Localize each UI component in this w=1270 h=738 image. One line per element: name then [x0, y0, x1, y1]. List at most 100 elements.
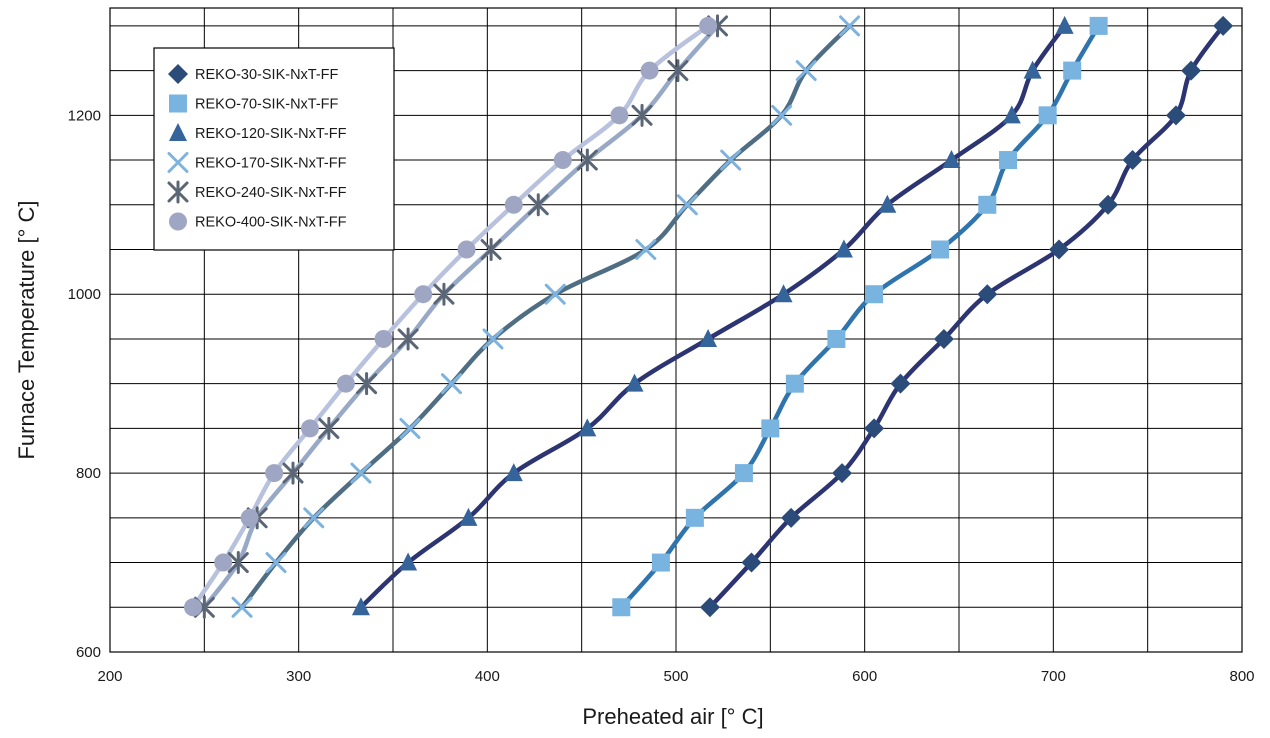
marker-stroke [303, 507, 325, 529]
marker-asterisk [397, 327, 419, 351]
marker-triangle [578, 418, 597, 437]
marker-triangle [399, 552, 418, 571]
marker-x [303, 507, 325, 529]
marker-circle [169, 212, 187, 231]
marker-stroke [440, 373, 462, 395]
marker-circle [457, 240, 476, 259]
y-tick-label: 1000 [68, 286, 101, 303]
marker-stroke [544, 283, 566, 305]
x-tick-label: 200 [97, 668, 122, 685]
marker-asterisk [527, 193, 549, 217]
marker-triangle [878, 194, 897, 213]
x-axis-title: Preheated air [° C] [582, 704, 763, 729]
marker-asterisk [667, 59, 689, 83]
marker-circle [414, 285, 433, 304]
marker-triangle [351, 597, 370, 616]
marker-stroke [265, 552, 287, 574]
series-line-1 [708, 24, 1225, 609]
marker-triangle [169, 123, 187, 141]
x-tick-label: 700 [1041, 668, 1066, 685]
marker-triangle [834, 239, 853, 258]
x-tick-label: 400 [475, 668, 500, 685]
marker-circle [214, 553, 233, 572]
marker-square [612, 598, 631, 617]
marker-square [785, 374, 804, 393]
legend-item: REKO-30-SIK-NxT-FF [168, 64, 339, 84]
marker-x [399, 417, 421, 439]
marker-asterisk [433, 282, 455, 306]
series-markers [184, 14, 1234, 619]
marker-triangle [1002, 105, 1021, 124]
marker-asterisk [631, 103, 653, 127]
marker-triangle [1023, 60, 1042, 79]
legend-label: REKO-70-SIK-NxT-FF [195, 97, 339, 113]
marker-stroke [795, 60, 817, 82]
marker-stroke [771, 104, 793, 126]
marker-circle [265, 464, 284, 483]
marker-diamond [1098, 194, 1119, 215]
marker-diamond [1122, 150, 1143, 171]
marker-diamond [977, 284, 998, 305]
marker-x [795, 60, 817, 82]
legend-item: REKO-240-SIK-NxT-FF [167, 180, 347, 204]
marker-diamond [890, 373, 911, 394]
y-axis-title: Furnace Temperature [° C] [14, 200, 39, 459]
legend-box [153, 47, 395, 251]
legend-item: REKO-170-SIK-NxT-FF [167, 152, 347, 173]
marker-diamond [832, 463, 853, 484]
marker-triangle [625, 373, 644, 392]
marker-square [651, 553, 670, 572]
y-tick-label: 1200 [68, 107, 101, 124]
marker-asterisk [480, 238, 502, 261]
legend-label: REKO-30-SIK-NxT-FF [195, 67, 339, 83]
marker-x [440, 373, 462, 395]
marker-circle [640, 61, 659, 80]
marker-square [734, 464, 753, 483]
x-tick-label: 800 [1229, 668, 1254, 685]
marker-triangle [942, 150, 961, 169]
marker-diamond [741, 552, 762, 573]
marker-triangle [699, 328, 718, 347]
legend-label: REKO-240-SIK-NxT-FF [195, 185, 347, 201]
marker-square [978, 195, 997, 214]
marker-square [169, 94, 187, 113]
marker-stroke [167, 152, 189, 173]
marker-asterisk [576, 148, 598, 172]
marker-asterisk [167, 180, 189, 204]
marker-triangle [1055, 15, 1074, 34]
marker-stroke [720, 149, 742, 171]
marker-stroke [676, 194, 698, 216]
axes: 200 300 400 500 600 700 800 600 800 1000 1200 [68, 7, 1255, 685]
marker-circle [553, 151, 572, 170]
marker-square [931, 240, 950, 259]
marker-stroke [350, 462, 372, 484]
marker-diamond [1048, 239, 1069, 260]
marker-triangle [504, 463, 523, 482]
marker-circle [336, 374, 355, 393]
marker-x [720, 149, 742, 171]
legend-label: REKO-120-SIK-NxT-FF [195, 126, 347, 142]
marker-diamond [699, 597, 720, 618]
marker-square [999, 151, 1018, 170]
marker-x [231, 596, 253, 618]
marker-diamond [1213, 15, 1234, 36]
plot-frame [109, 7, 1243, 653]
marker-circle [240, 508, 259, 527]
marker-asterisk [318, 416, 340, 440]
marker-circle [374, 329, 393, 348]
marker-asterisk [227, 551, 249, 575]
marker-diamond [1181, 60, 1202, 81]
x-tick-label: 300 [286, 668, 311, 685]
marker-x [167, 152, 189, 173]
legend: REKO-30-SIK-NxT-FF REKO-70-SIK-NxT-FF REKO… [153, 47, 395, 251]
marker-square [1063, 61, 1082, 80]
marker-triangle [459, 507, 478, 526]
marker-stroke [482, 328, 504, 350]
series-line-3 [359, 24, 1067, 609]
marker-stroke [399, 417, 421, 439]
marker-square [865, 285, 884, 304]
x-tick-label: 500 [663, 668, 688, 685]
legend-item: REKO-70-SIK-NxT-FF [169, 94, 339, 113]
marker-x [265, 552, 287, 574]
